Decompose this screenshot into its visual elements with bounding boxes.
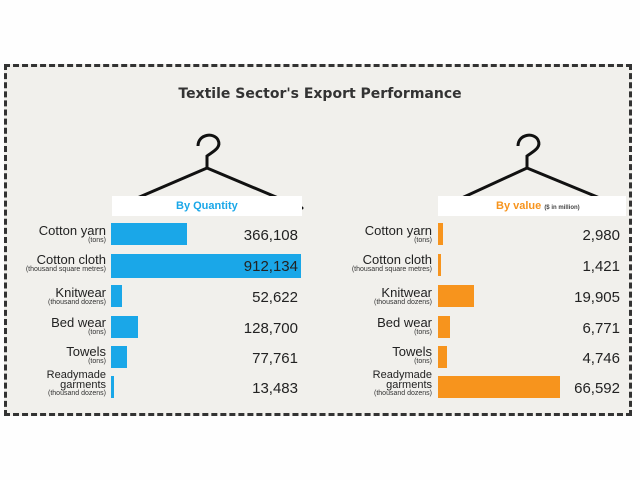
bar — [438, 254, 441, 276]
category-name: Towels — [66, 344, 106, 359]
quantity-header-label: By Quantity — [176, 200, 238, 212]
value-header-label: By value — [496, 200, 542, 212]
category-label: Knitwear (thousand dozens) — [6, 286, 106, 307]
category-label: Towels (tons) — [6, 345, 106, 366]
category-unit: (thousand dozens) — [48, 299, 106, 306]
chart-panel — [4, 64, 632, 416]
category-unit: (thousand square metres) — [351, 266, 432, 273]
category-label: Bed wear (tons) — [326, 316, 432, 337]
category-unit: (tons) — [88, 358, 106, 365]
value-label: 1,421 — [582, 258, 620, 275]
category-label: Cotton cloth (thousand square metres) — [6, 253, 106, 274]
category-unit: (tons) — [414, 237, 432, 244]
category-name: Readymade garments — [46, 369, 106, 391]
category-label: Cotton yarn (tons) — [326, 224, 432, 245]
value-header-unit: ($ in million) — [544, 205, 580, 211]
category-label: Readymade garments (thousand dozens) — [6, 370, 106, 398]
category-unit: (thousand square metres) — [25, 266, 106, 273]
value-header: By value ($ in million) — [438, 196, 626, 216]
quantity-header: By Quantity — [112, 196, 302, 216]
bar — [438, 316, 450, 338]
category-name: Bed wear — [377, 315, 432, 330]
category-name: Knitwear — [381, 285, 432, 300]
bar — [111, 346, 127, 368]
category-name: Cotton cloth — [36, 252, 106, 267]
category-label: Cotton yarn (tons) — [6, 224, 106, 245]
bar — [111, 254, 301, 278]
bar — [438, 285, 474, 307]
bar — [111, 223, 187, 245]
value-label: 2,980 — [582, 227, 620, 244]
category-unit: (tons) — [88, 329, 106, 336]
value-label: 19,905 — [574, 289, 620, 306]
bar — [438, 223, 443, 245]
chart-title: Textile Sector's Export Performance — [178, 86, 462, 102]
category-name: Towels — [392, 344, 432, 359]
value-label: 52,622 — [252, 289, 298, 306]
category-name: Knitwear — [55, 285, 106, 300]
value-label: 912,134 — [243, 258, 298, 275]
value-label: 4,746 — [582, 350, 620, 367]
category-unit: (thousand dozens) — [374, 299, 432, 306]
bar — [111, 376, 114, 398]
category-unit: (tons) — [88, 237, 106, 244]
category-label: Readymade garments (thousand dozens) — [326, 370, 432, 398]
category-unit: (thousand dozens) — [374, 390, 432, 397]
category-name: Cotton cloth — [362, 252, 432, 267]
value-label: 128,700 — [243, 320, 298, 337]
category-unit: (thousand dozens) — [48, 390, 106, 397]
category-unit: (tons) — [414, 329, 432, 336]
bar — [111, 285, 122, 307]
category-label: Cotton cloth (thousand square metres) — [326, 253, 432, 274]
value-label: 366,108 — [243, 227, 298, 244]
category-name: Cotton yarn — [38, 223, 106, 238]
value-label: 6,771 — [582, 320, 620, 337]
category-label: Knitwear (thousand dozens) — [326, 286, 432, 307]
category-name: Readymade garments — [372, 369, 432, 391]
category-name: Cotton yarn — [364, 223, 432, 238]
category-label: Towels (tons) — [326, 345, 432, 366]
value-label: 13,483 — [252, 380, 298, 397]
value-label: 66,592 — [574, 380, 620, 397]
category-label: Bed wear (tons) — [6, 316, 106, 337]
bar — [438, 376, 560, 398]
bar — [438, 346, 447, 368]
category-name: Bed wear — [51, 315, 106, 330]
category-unit: (tons) — [414, 358, 432, 365]
value-label: 77,761 — [252, 350, 298, 367]
bar — [111, 316, 138, 338]
